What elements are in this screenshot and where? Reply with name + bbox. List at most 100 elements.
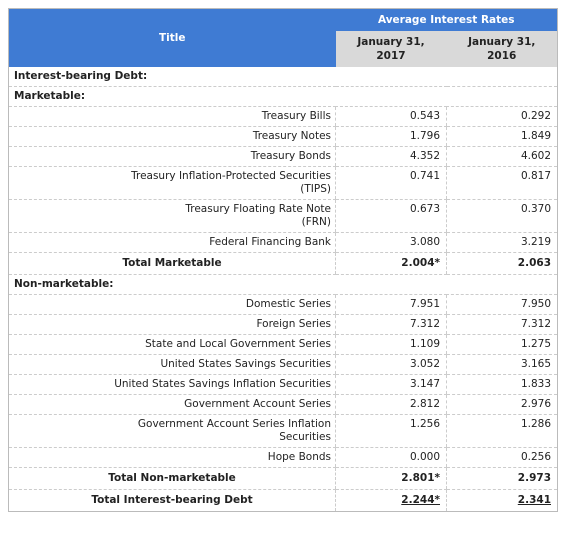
- rate-value: 0.673: [409, 202, 440, 215]
- data-row: Domestic Series 7.951 7.950: [8, 294, 558, 315]
- rate-value: 2.004*: [401, 256, 440, 269]
- column-header: January 31, 2017: [335, 30, 447, 67]
- row-label: Treasury Floating Rate Note (FRN): [8, 199, 336, 233]
- row-label: Total Marketable: [8, 252, 336, 275]
- rate-cell: 3.147: [335, 374, 447, 395]
- rate-cell: 0.673: [335, 199, 447, 233]
- rate-cell: 4.602: [446, 146, 558, 167]
- rate-cell: 0.543: [335, 106, 447, 127]
- rate-cell: 1.286: [446, 414, 558, 448]
- rate-cell: 2.801*: [335, 467, 447, 490]
- section-row: Non-marketable:: [8, 274, 558, 295]
- rate-cell: 2.976: [446, 394, 558, 415]
- row-label: United States Savings Inflation Securiti…: [8, 374, 336, 395]
- section-row: Marketable:: [8, 86, 558, 107]
- section-title: Marketable:: [8, 86, 558, 107]
- data-row: Treasury Inflation-Protected Securities …: [8, 166, 558, 200]
- rate-value: 3.219: [520, 235, 551, 248]
- section-title: Interest-bearing Debt:: [8, 66, 558, 87]
- rate-cell: 0.370: [446, 199, 558, 233]
- row-label: Hope Bonds: [8, 447, 336, 468]
- rate-value: 0.543: [409, 109, 440, 122]
- total-row: Total Non-marketable 2.801* 2.973: [8, 467, 558, 490]
- data-row: United States Savings Securities 3.052 3.1…: [8, 354, 558, 375]
- rate-value: 2.244*: [401, 493, 440, 506]
- data-row: Treasury Notes 1.796 1.849: [8, 126, 558, 147]
- rate-cell: 2.244*: [335, 489, 447, 512]
- rate-value: 1.833: [520, 377, 551, 390]
- rate-cell: 0.741: [335, 166, 447, 200]
- data-row: United States Savings Inflation Securiti…: [8, 374, 558, 395]
- rate-cell: 7.951: [335, 294, 447, 315]
- rate-value: 0.817: [520, 169, 551, 182]
- row-label: Government Account Series Inflation Secu…: [8, 414, 336, 448]
- rate-cell: 4.352: [335, 146, 447, 167]
- data-row: Treasury Bonds 4.352 4.602: [8, 146, 558, 167]
- rate-value: 2.063: [517, 256, 551, 269]
- rate-cell: 1.849: [446, 126, 558, 147]
- rate-value: 2.973: [517, 471, 551, 484]
- row-label: Total Non-marketable: [8, 467, 336, 490]
- rate-value: 3.052: [409, 357, 440, 370]
- total-row: Total Marketable 2.004* 2.063: [8, 252, 558, 275]
- rate-cell: 3.080: [335, 232, 447, 253]
- rate-value: 1.275: [520, 337, 551, 350]
- rate-cell: 7.312: [335, 314, 447, 335]
- rate-cell: 0.000: [335, 447, 447, 468]
- table-body: Interest-bearing Debt: Marketable: Treasur…: [8, 66, 558, 512]
- section-title: Non-marketable:: [8, 274, 558, 295]
- rate-cell: 3.165: [446, 354, 558, 375]
- row-label: Treasury Bills: [8, 106, 336, 127]
- row-label: Treasury Notes: [8, 126, 336, 147]
- row-label: State and Local Government Series: [8, 334, 336, 355]
- rate-cell: 2.812: [335, 394, 447, 415]
- rate-value: 3.165: [520, 357, 551, 370]
- data-row: Foreign Series 7.312 7.312: [8, 314, 558, 335]
- row-label: Foreign Series: [8, 314, 336, 335]
- row-label: Treasury Bonds: [8, 146, 336, 167]
- rate-value: 0.370: [520, 202, 551, 215]
- rate-cell: 0.256: [446, 447, 558, 468]
- rate-value: 0.292: [520, 109, 551, 122]
- rate-value: 0.256: [520, 450, 551, 463]
- rate-value: 7.951: [409, 297, 440, 310]
- row-label: Domestic Series: [8, 294, 336, 315]
- rate-cell: 2.063: [446, 252, 558, 275]
- rate-cell: 7.950: [446, 294, 558, 315]
- data-row: Government Account Series Inflation Secu…: [8, 414, 558, 448]
- rate-cell: 3.052: [335, 354, 447, 375]
- rate-cell: 2.341: [446, 489, 558, 512]
- data-row: Hope Bonds 0.000 0.256: [8, 447, 558, 468]
- rate-value: 1.796: [409, 129, 440, 142]
- rate-value: 3.147: [409, 377, 440, 390]
- rate-cell: 2.004*: [335, 252, 447, 275]
- title-header: Title: [8, 8, 336, 67]
- rate-value: 7.312: [409, 317, 440, 330]
- grand-total-row: Total Interest-bearing Debt 2.244* 2.341: [8, 489, 558, 512]
- rate-cell: 2.973: [446, 467, 558, 490]
- rate-value: 7.950: [520, 297, 551, 310]
- rate-value: 2.812: [409, 397, 440, 410]
- group-header: Average Interest Rates: [335, 8, 558, 31]
- rate-cell: 1.833: [446, 374, 558, 395]
- data-row: State and Local Government Series 1.109 1.…: [8, 334, 558, 355]
- rate-cell: 1.256: [335, 414, 447, 448]
- column-header: January 31, 2016: [446, 30, 558, 67]
- rate-value: 1.256: [409, 417, 440, 430]
- rate-value: 3.080: [409, 235, 440, 248]
- rate-cell: 1.275: [446, 334, 558, 355]
- rate-value: 1.849: [520, 129, 551, 142]
- row-label: United States Savings Securities: [8, 354, 336, 375]
- row-label: Federal Financing Bank: [8, 232, 336, 253]
- rate-value: 0.000: [409, 450, 440, 463]
- rate-cell: 1.796: [335, 126, 447, 147]
- rate-cell: 7.312: [446, 314, 558, 335]
- rate-value: 4.352: [409, 149, 440, 162]
- rate-cell: 0.292: [446, 106, 558, 127]
- data-row: Government Account Series 2.812 2.976: [8, 394, 558, 415]
- section-row: Interest-bearing Debt:: [8, 66, 558, 87]
- rate-value: 2.801*: [401, 471, 440, 484]
- rate-value: 0.741: [409, 169, 440, 182]
- row-label: Government Account Series: [8, 394, 336, 415]
